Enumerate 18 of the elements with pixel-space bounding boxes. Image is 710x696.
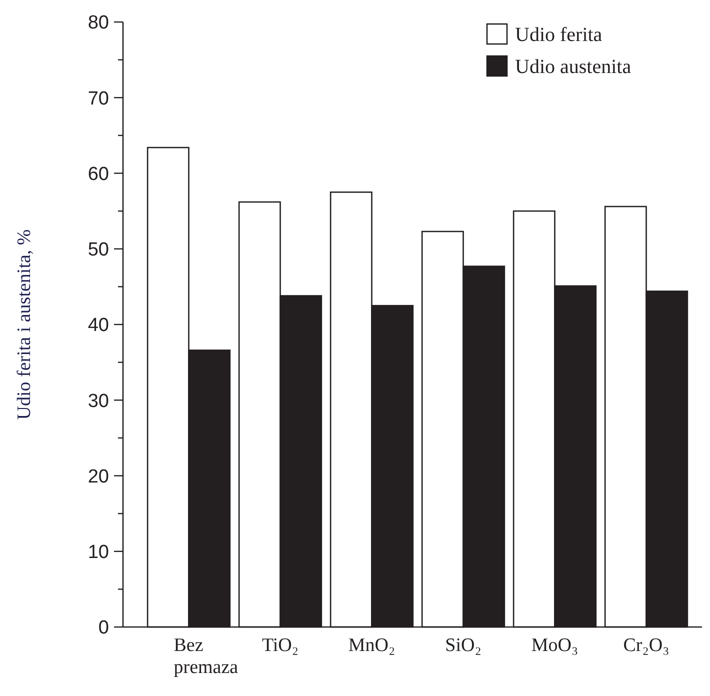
y-tick-label: 40 [88,315,109,336]
y-tick-label: 0 [98,618,109,639]
legend-label: Udio ferita [515,24,602,46]
y-tick-label: 10 [88,542,109,564]
y-tick-label: 30 [88,390,109,412]
y-axis-title: Udio ferita i austenita, % [14,229,35,420]
y-tick-label: 70 [88,88,109,110]
x-tick-label: Bez premaza [174,635,239,678]
y-tick-label: 80 [88,12,109,34]
y-tick-label: 60 [88,164,109,185]
x-tick-label: Cr₂O₃ [623,635,670,656]
y-tick-label: 20 [88,466,109,488]
y-tick-label: 50 [88,240,109,261]
legend-label: Udio austenita [515,56,632,78]
x-tick-label: MnO₂ [348,635,396,656]
x-tick-label: TiO₂ [262,635,299,656]
x-tick-label: MoO₃ [531,635,578,656]
x-tick-label: SiO₂ [445,635,482,656]
